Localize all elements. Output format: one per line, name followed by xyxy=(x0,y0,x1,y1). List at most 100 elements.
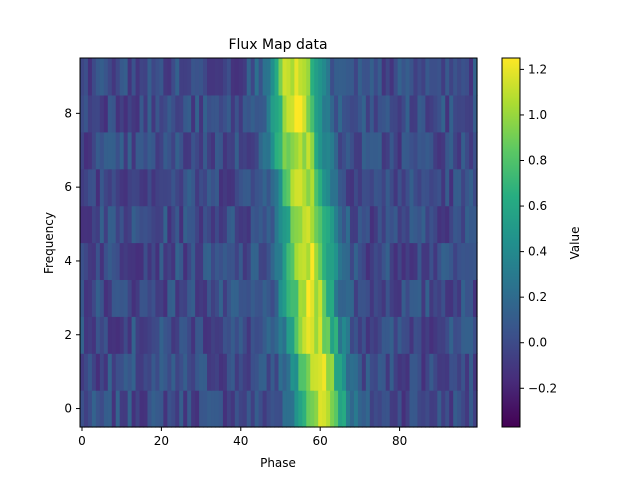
heatmap-cell xyxy=(465,316,470,354)
heatmap-cell xyxy=(234,131,240,170)
heatmap-cell xyxy=(254,316,260,354)
heatmap-cell xyxy=(282,242,288,280)
heatmap-cell xyxy=(306,353,311,391)
heatmap-cell xyxy=(91,205,97,244)
heatmap-cell xyxy=(449,390,454,428)
heatmap-cell xyxy=(413,168,419,207)
heatmap-cell xyxy=(107,131,113,170)
heatmap-cell xyxy=(234,205,240,244)
heatmap-cell xyxy=(318,131,323,170)
heatmap-cell xyxy=(80,353,85,391)
heatmap-cell xyxy=(107,242,113,280)
heatmap-cell xyxy=(83,94,89,133)
heatmap-cell xyxy=(409,242,415,280)
heatmap-cell xyxy=(254,205,260,244)
heatmap-cell xyxy=(203,58,208,96)
heatmap-cell xyxy=(230,131,236,170)
heatmap-cell xyxy=(310,279,315,317)
heatmap-cell xyxy=(353,168,359,207)
heatmap-cell xyxy=(195,242,200,280)
heatmap-cell xyxy=(262,205,268,244)
heatmap-cell xyxy=(254,390,260,428)
heatmap-cell xyxy=(143,316,149,354)
heatmap-cell xyxy=(290,94,295,133)
heatmap-cell xyxy=(218,390,224,428)
heatmap-cell xyxy=(429,242,434,280)
heatmap-cell xyxy=(199,390,204,428)
heatmap-cell xyxy=(131,242,137,280)
heatmap-cell xyxy=(99,242,105,280)
heatmap-cell xyxy=(179,94,184,133)
heatmap-cell xyxy=(222,131,228,170)
heatmap-cell xyxy=(199,316,204,354)
heatmap-cell xyxy=(473,353,478,391)
heatmap-cell xyxy=(282,58,288,96)
heatmap-cell xyxy=(246,94,252,133)
heatmap-cell xyxy=(377,316,383,354)
heatmap-cell xyxy=(167,390,172,428)
heatmap-cell xyxy=(95,316,101,354)
heatmap-cell xyxy=(199,58,204,96)
heatmap-cell xyxy=(147,94,153,133)
heatmap-cell xyxy=(163,131,168,170)
heatmap-cell xyxy=(222,353,228,391)
x-axis-ticks: 0 20 40 60 80 xyxy=(78,427,407,448)
heatmap-cell xyxy=(473,390,478,428)
heatmap-cell xyxy=(294,353,299,391)
heatmap-cell xyxy=(191,205,196,244)
heatmap-cell xyxy=(242,242,248,280)
heatmap-cell xyxy=(345,390,351,428)
heatmap-cell xyxy=(119,94,125,133)
heatmap-cell xyxy=(135,390,141,428)
heatmap-cell xyxy=(461,131,466,170)
heatmap-cell xyxy=(330,316,335,354)
heatmap-cell xyxy=(433,353,438,391)
heatmap-cell xyxy=(334,131,339,170)
heatmap-cell xyxy=(278,353,284,391)
heatmap-cell xyxy=(421,168,426,207)
heatmap-cell xyxy=(270,390,276,428)
heatmap-cell xyxy=(318,353,323,391)
heatmap-cell xyxy=(203,390,208,428)
heatmap-cell xyxy=(314,353,319,391)
colorbar xyxy=(501,57,521,428)
colorbar-tick-label: 1.0 xyxy=(528,108,547,122)
heatmap-cell xyxy=(211,390,216,428)
heatmap-cell xyxy=(294,316,299,354)
heatmap-cell xyxy=(401,279,407,317)
heatmap-cell xyxy=(306,316,311,354)
heatmap-cell xyxy=(123,168,129,207)
heatmap-cell xyxy=(338,131,343,170)
heatmap-cell xyxy=(342,205,347,244)
heatmap-cell xyxy=(286,205,292,244)
heatmap-cell xyxy=(127,316,133,354)
heatmap-cell xyxy=(254,58,260,96)
heatmap-cell xyxy=(163,316,168,354)
heatmap-cell xyxy=(373,58,379,96)
heatmap-cell xyxy=(234,94,240,133)
heatmap-cell xyxy=(385,131,391,170)
heatmap-cells xyxy=(80,58,478,428)
heatmap-cell xyxy=(151,353,157,391)
heatmap-cell xyxy=(421,94,426,133)
heatmap-cell xyxy=(139,316,145,354)
heatmap-cell xyxy=(131,94,137,133)
heatmap-cell xyxy=(381,131,387,170)
heatmap-cell xyxy=(222,390,228,428)
heatmap-cell xyxy=(171,58,176,96)
heatmap-cell xyxy=(469,390,474,428)
heatmap-cell xyxy=(457,205,462,244)
heatmap-cell xyxy=(183,94,188,133)
heatmap-cell xyxy=(290,353,295,391)
heatmap-cell xyxy=(234,58,240,96)
heatmap-cell xyxy=(270,316,276,354)
heatmap-cell xyxy=(147,316,153,354)
heatmap-cell xyxy=(143,390,149,428)
heatmap-cell xyxy=(246,279,252,317)
heatmap-cell xyxy=(326,131,331,170)
heatmap-cell xyxy=(334,58,339,96)
heatmap-cell xyxy=(238,279,244,317)
heatmap-cell xyxy=(203,316,208,354)
heatmap-cell xyxy=(258,131,264,170)
heatmap-cell xyxy=(433,390,438,428)
